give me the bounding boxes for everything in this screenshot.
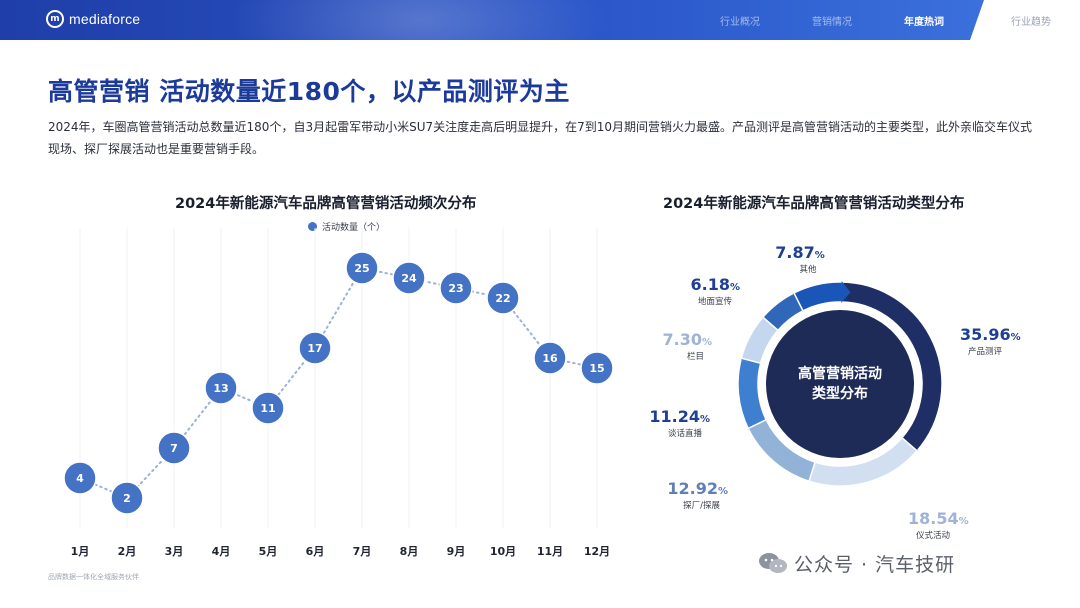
- nav-item-annual-keywords[interactable]: 年度热词: [904, 16, 944, 28]
- data-label: 2: [123, 492, 131, 505]
- slice-name-label: 栏目: [687, 351, 704, 362]
- data-point: [345, 251, 379, 285]
- slice-name-label: 产品测评: [968, 346, 1003, 357]
- line-chart: 4 1月 2 2月 7 3月 13 4月 11 5月 17 6月 25 7月 24 8月 23 9月 22 10月 16…: [63, 228, 614, 558]
- header-bar: m mediaforce 行业概况 营销情况 年度热词 行业趋势: [0, 0, 1080, 40]
- x-tick-label: 1月: [71, 545, 90, 558]
- x-tick-label: 3月: [165, 545, 184, 558]
- donut-center: [766, 310, 914, 458]
- slice-name-label: 仪式活动: [916, 530, 951, 541]
- donut-center-label: 类型分布: [812, 385, 868, 402]
- data-point: [392, 261, 426, 295]
- pie-slice: [792, 281, 844, 312]
- data-point: [580, 351, 614, 385]
- slice-value-label: 7.87%: [775, 243, 825, 262]
- x-tick-label: 12月: [584, 545, 610, 558]
- slice-value-label: 18.54%: [908, 509, 969, 528]
- slice-name-label: 其他: [799, 264, 817, 275]
- wechat-icon: [759, 553, 787, 573]
- slice-name-label: 谈话直播: [668, 428, 703, 439]
- data-label: 4: [76, 472, 84, 485]
- slice-value-label: 35.96%: [960, 325, 1021, 344]
- x-tick-label: 8月: [400, 545, 419, 558]
- logo-icon: m: [46, 10, 64, 28]
- data-label: 13: [213, 382, 228, 395]
- data-point: [110, 481, 144, 515]
- data-label: 24: [401, 272, 417, 285]
- donut-chart-title: 2024年新能源汽车品牌高管营销活动类型分布: [663, 196, 965, 212]
- header-glare: [230, 0, 610, 40]
- data-point: [298, 331, 332, 365]
- x-tick-label: 9月: [447, 545, 466, 558]
- slice-name-label: 探厂/探展: [683, 500, 720, 511]
- legend-marker: [308, 222, 317, 231]
- data-point: [439, 271, 473, 305]
- slice-arrow: [841, 281, 851, 304]
- data-point: [63, 461, 97, 495]
- legend-label: 活动数量（个）: [322, 223, 386, 233]
- slice-value-label: 6.18%: [690, 275, 740, 294]
- donut-chart: 35.96% 产品测评 18.54% 仪式活动 12.92% 探厂/探展 11.24% 谈话直…: [649, 243, 1021, 541]
- nav-item-marketing[interactable]: 营销情况: [812, 16, 852, 28]
- data-label: 17: [307, 342, 322, 355]
- data-label: 16: [542, 352, 558, 365]
- donut-center-label: 高管营销活动: [798, 365, 882, 382]
- data-point: [251, 391, 285, 425]
- data-point: [486, 281, 520, 315]
- slice-name-label: 地面宣传: [698, 296, 733, 307]
- x-tick-label: 6月: [306, 545, 325, 558]
- x-tick-label: 2月: [118, 545, 137, 558]
- page-title: 高管营销 活动数量近180个，以产品测评为主: [48, 77, 570, 106]
- footnote: 品牌数据一体化全域服务伙伴: [48, 573, 139, 581]
- data-label: 7: [170, 442, 178, 455]
- x-tick-label: 11月: [537, 545, 563, 558]
- pie-slice: [737, 357, 768, 430]
- slice-value-label: 12.92%: [667, 479, 728, 498]
- data-label: 23: [448, 282, 463, 295]
- data-point: [533, 341, 567, 375]
- top-nav: 行业概况 营销情况 年度热词 行业趋势: [694, 0, 1080, 40]
- watermark-text: 公众号 · 汽车技研: [794, 554, 956, 576]
- x-tick-label: 4月: [212, 545, 231, 558]
- series-line: [79, 266, 598, 500]
- data-label: 15: [589, 362, 604, 375]
- data-label: 11: [260, 402, 275, 415]
- page-description: 2024年，车圈高管营销活动总数量近180个，自3月起雷军带动小米SU7关注度走…: [48, 120, 1033, 156]
- data-point: [157, 431, 191, 465]
- data-label: 25: [354, 262, 369, 275]
- x-tick-label: 7月: [353, 545, 372, 558]
- data-label: 22: [495, 292, 510, 305]
- logo-text: mediaforce: [69, 11, 141, 27]
- line-chart-title: 2024年新能源汽车品牌高管营销活动频次分布: [175, 196, 477, 212]
- slice-value-label: 7.30%: [662, 330, 712, 349]
- slice-value-label: 11.24%: [649, 407, 710, 426]
- data-point: [204, 371, 238, 405]
- logo: m mediaforce: [46, 10, 140, 28]
- x-tick-label: 5月: [259, 545, 278, 558]
- nav-item-industry-overview[interactable]: 行业概况: [720, 16, 760, 28]
- line-chart-legend: 活动数量（个）: [308, 220, 385, 233]
- x-tick-label: 10月: [490, 545, 516, 558]
- nav-item-industry-trends[interactable]: 行业趋势: [970, 0, 1080, 40]
